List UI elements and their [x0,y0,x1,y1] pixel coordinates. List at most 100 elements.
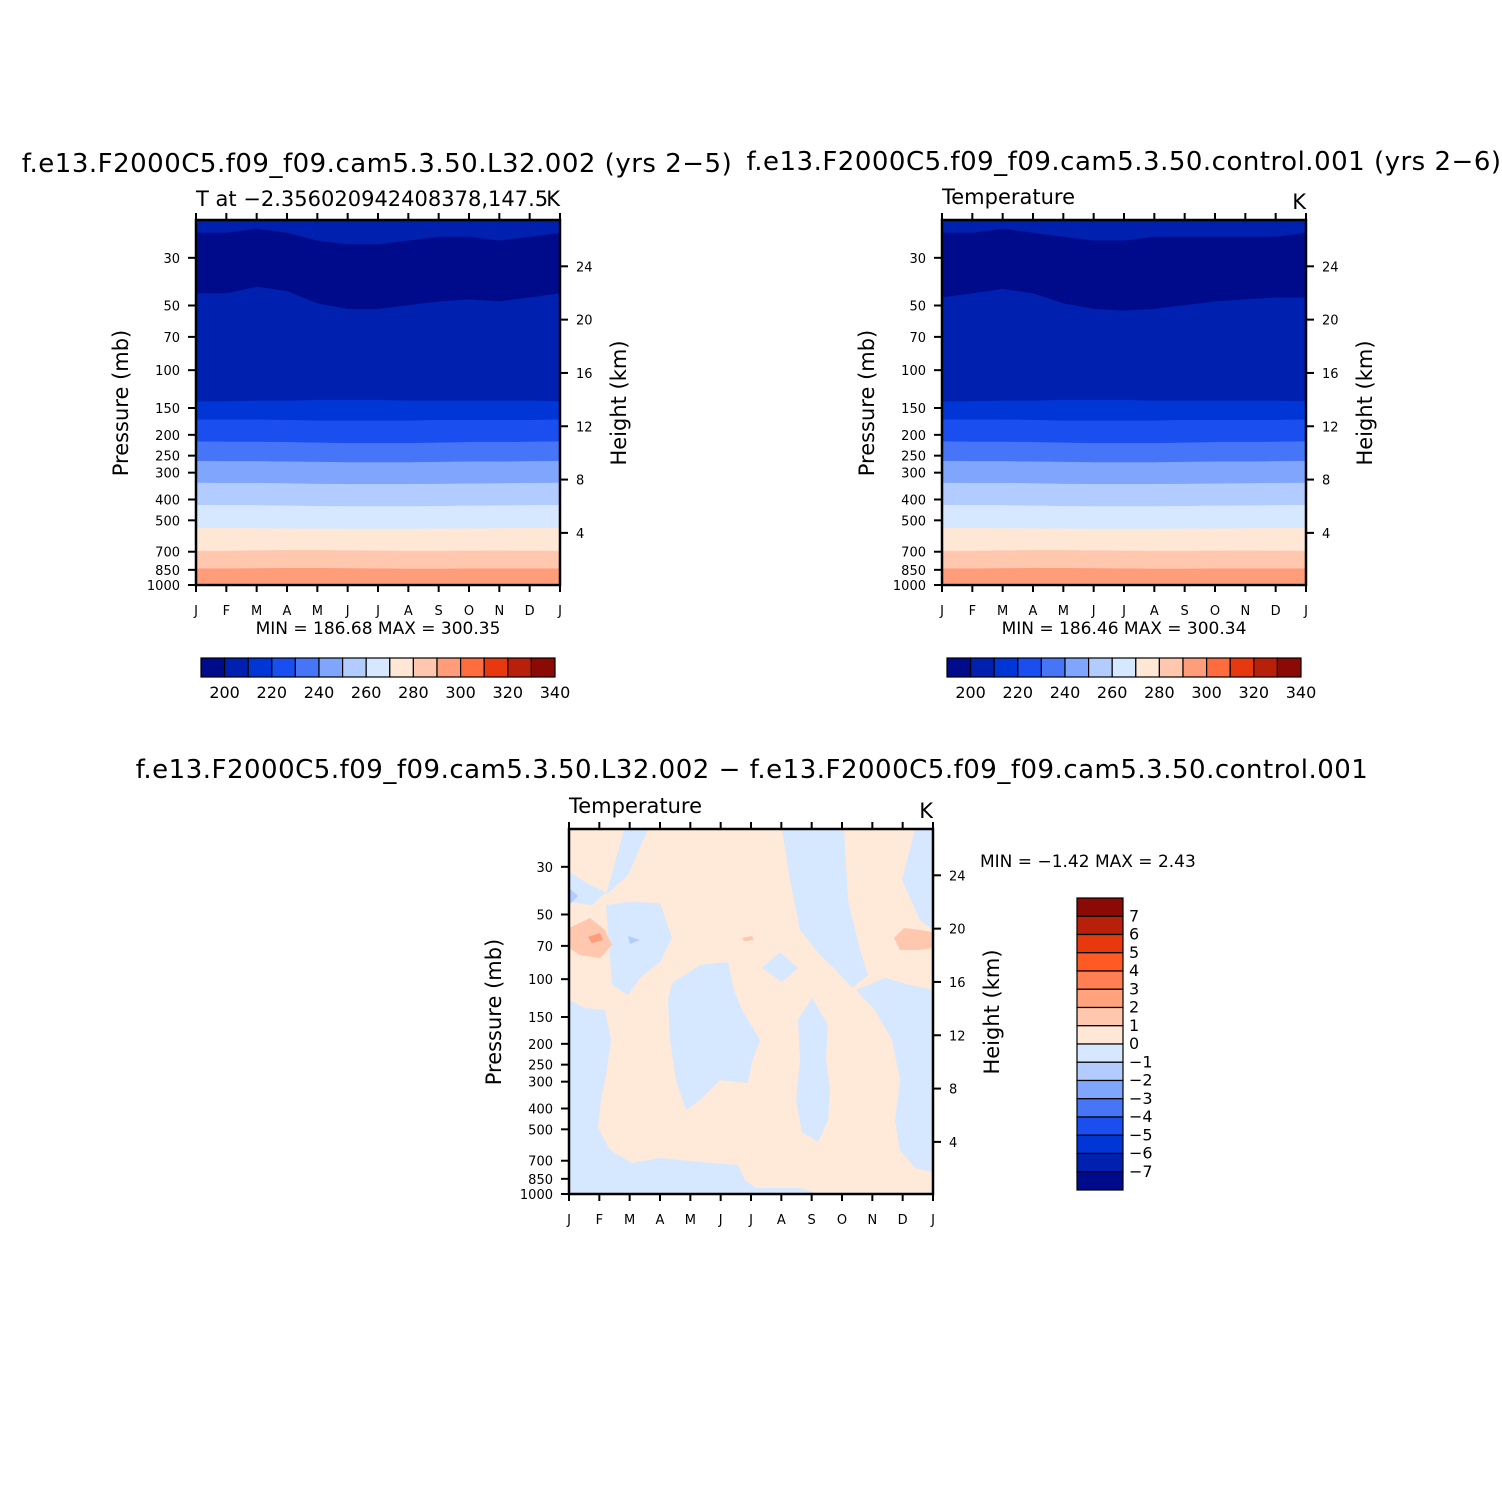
colorbar-label: −3 [1129,1089,1153,1108]
diff-cool-region-center [668,962,760,1110]
y-tick-label: 1000 [893,579,926,594]
colorbar-label: 240 [304,683,335,702]
colorbar-box [1076,1025,1124,1045]
colorbar-box [1076,1098,1124,1118]
x-tick-label: J [748,1213,753,1228]
height-tick-label: 8 [576,474,584,489]
panel-3: f.e13.F2000C5.f09_f09.cam5.3.50.L32.002 … [136,755,1368,1228]
colorbar-label: 320 [493,683,524,702]
panel-2-ylabel-right: Height (km) [1353,340,1377,465]
x-tick-label: M [312,604,323,619]
height-tick-label: 4 [949,1136,957,1151]
panel-3-min-max: MIN = −1.42 MAX = 2.43 [980,852,1196,872]
x-tick-label: A [404,604,413,619]
colorbar-box [1076,952,1124,972]
x-tick-label: F [223,604,230,619]
panel-2-axes: J F M A M J J A S O N D J 30 50 70 100 150 200 250 300 400 500… [893,213,1339,619]
x-tick-label: S [435,604,443,619]
contour-band [196,441,560,463]
y-tick-label: 30 [163,252,180,267]
y-tick-label: 300 [528,1076,553,1091]
colorbar-box [1076,988,1124,1009]
contour-band [942,504,1306,530]
panel-2-ylabel: Pressure (mb) [855,330,879,477]
x-tick-label: A [777,1213,786,1228]
height-tick-label: 16 [576,367,593,382]
y-tick-label: 200 [528,1038,553,1053]
height-tick-label: 24 [576,260,593,275]
colorbar-box [1276,657,1302,678]
diff-cool-region-right-column [782,829,868,988]
colorbar-box [342,657,367,678]
colorbar-box [507,657,532,678]
y-tick-label: 100 [528,973,553,988]
x-tick-label: A [283,604,292,619]
x-tick-label: M [624,1213,635,1228]
colorbar-box [1076,897,1124,917]
panel-2: f.e13.F2000C5.f09_f09.cam5.3.50.control.… [746,147,1501,702]
x-tick-label: A [1029,604,1038,619]
height-tick-label: 4 [1322,527,1330,542]
x-tick-label: J [1091,604,1096,619]
y-tick-label: 250 [528,1059,553,1074]
y-tick-label: 700 [155,546,180,561]
panel-2-units: K [1292,190,1307,214]
colorbar-label: 340 [540,683,571,702]
colorbar-box [1017,657,1042,678]
diff-warm-spot-center [742,936,754,941]
panel-2-colorbar: 200 220 240 260 280 300 320 340 [946,657,1317,702]
colorbar-box [530,657,556,678]
contour-band [196,550,560,570]
colorbar-box [294,657,320,678]
panel-1-ylabel-right: Height (km) [607,340,631,465]
panel-1-min-max: MIN = 186.68 MAX = 300.35 [256,619,501,639]
colorbar-label: 220 [1003,683,1034,702]
colorbar-label: −1 [1129,1052,1153,1071]
y-tick-label: 30 [909,252,926,267]
height-tick-label: 8 [1322,474,1330,489]
colorbar-box [1182,657,1208,678]
colorbar-label: −2 [1129,1071,1153,1090]
y-tick-label: 850 [528,1173,553,1188]
diff-cool-region-left [569,1000,758,1194]
colorbar-label: 3 [1129,979,1139,998]
y-tick-label: 1000 [147,579,180,594]
y-tick-label: 300 [901,467,926,482]
colorbar-box [1076,1171,1124,1191]
colorbar-label: −6 [1129,1144,1153,1163]
height-tick-label: 12 [949,1029,966,1044]
diff-background-warm [569,829,933,1194]
x-tick-label: S [808,1213,816,1228]
x-tick-label: M [251,604,262,619]
y-tick-label: 700 [901,546,926,561]
panel-1: f.e13.F2000C5.f09_f09.cam5.3.50.L32.002 … [22,149,732,702]
colorbar-box [436,657,462,678]
colorbar-box [1064,657,1090,678]
contour-band [942,528,1306,552]
y-tick-label: 70 [536,940,553,955]
diff-cool-region-lower-right [856,978,933,1172]
x-tick-label: O [1210,604,1220,619]
colorbar-label: 280 [398,683,429,702]
diff-cool-region-small-center [762,952,798,982]
colorbar-label: 260 [351,683,382,702]
y-tick-label: 150 [155,402,180,417]
colorbar-box [1111,657,1137,678]
panel-1-subtitle: T at −2.356020942408378,147.5 [195,187,548,211]
colorbar-label: 0 [1129,1034,1139,1053]
height-tick-label: 16 [1322,367,1339,382]
panel-2-contour-fills [942,220,1306,585]
contour-band [942,568,1306,585]
x-tick-label: D [898,1213,908,1228]
height-tick-label: 20 [1322,314,1339,329]
contour-band [942,550,1306,570]
x-tick-label: J [1303,604,1308,619]
contour-band [196,528,560,552]
colorbar-box [1076,1152,1124,1173]
x-tick-label: S [1181,604,1189,619]
diff-warm-spot-left-core [588,933,603,943]
diff-cool-region-right-middle [796,998,830,1142]
x-tick-label: J [939,604,944,619]
colorbar-label: 340 [1286,683,1317,702]
x-tick-label: J [557,604,562,619]
